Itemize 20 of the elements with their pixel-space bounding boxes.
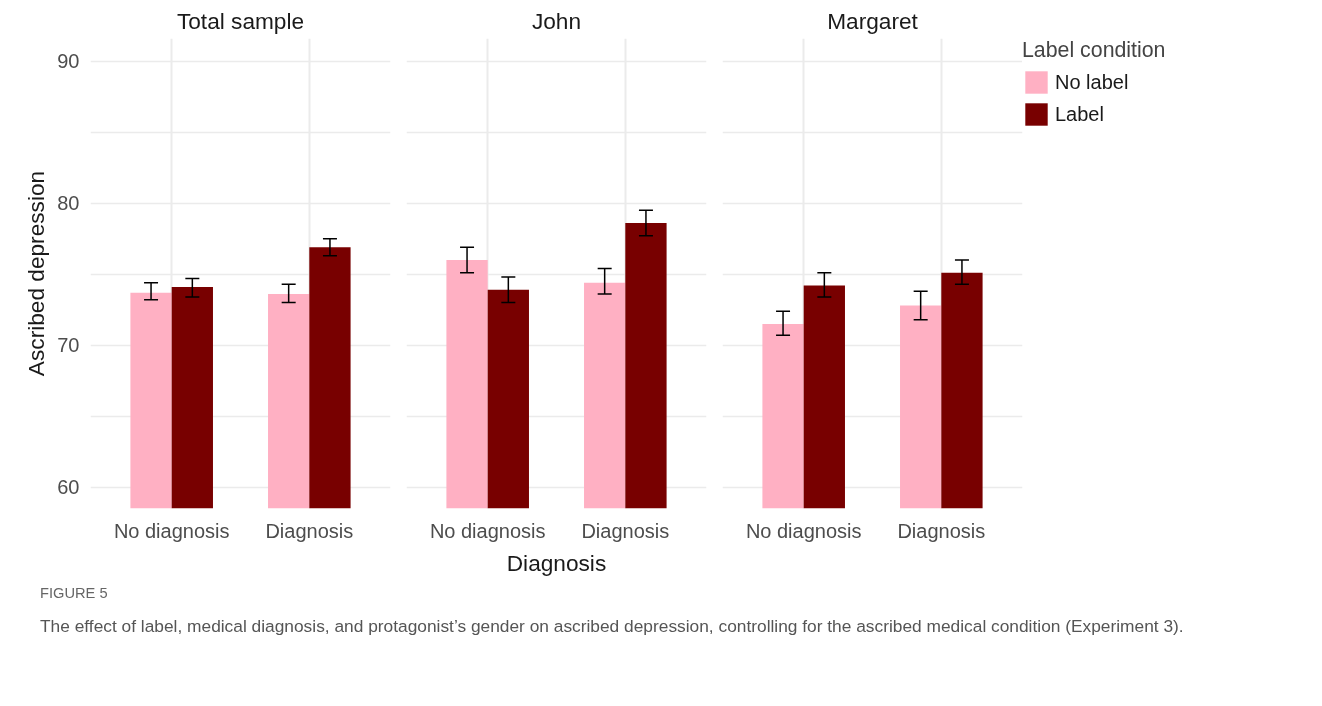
y-axis-title: Ascribed depression	[23, 170, 50, 377]
chart-title: Margaret	[827, 7, 919, 34]
x-tick-label: No diagnosis	[745, 519, 862, 542]
legend-title: Label condition	[1022, 38, 1166, 63]
y-tick-label: 90	[57, 50, 80, 73]
x-tick-label: No diagnosis	[113, 519, 230, 542]
x-tick-label: Diagnosis	[897, 519, 986, 542]
x-tick-label: Diagnosis	[265, 519, 354, 542]
y-tick-label: 80	[57, 192, 80, 215]
y-tick-label: 60	[57, 476, 80, 499]
chart-title: John	[531, 7, 582, 34]
text: The effect of label, medical diagnosis, and protagonist’s gender on ascribed depression, controlling for the ascribed medical condition (Experiment 3).	[40, 614, 1184, 638]
legend-label: Label	[1055, 102, 1104, 126]
x-tick-label: No diagnosis	[429, 519, 546, 542]
legend-label: No label	[1055, 70, 1129, 94]
x-tick-label: Diagnosis	[581, 519, 670, 542]
caption: FIGURE 5	[40, 584, 108, 603]
chart-title: Total sample	[176, 7, 305, 34]
x-axis-title: Diagnosis	[506, 549, 607, 576]
y-tick-label: 70	[57, 334, 80, 357]
